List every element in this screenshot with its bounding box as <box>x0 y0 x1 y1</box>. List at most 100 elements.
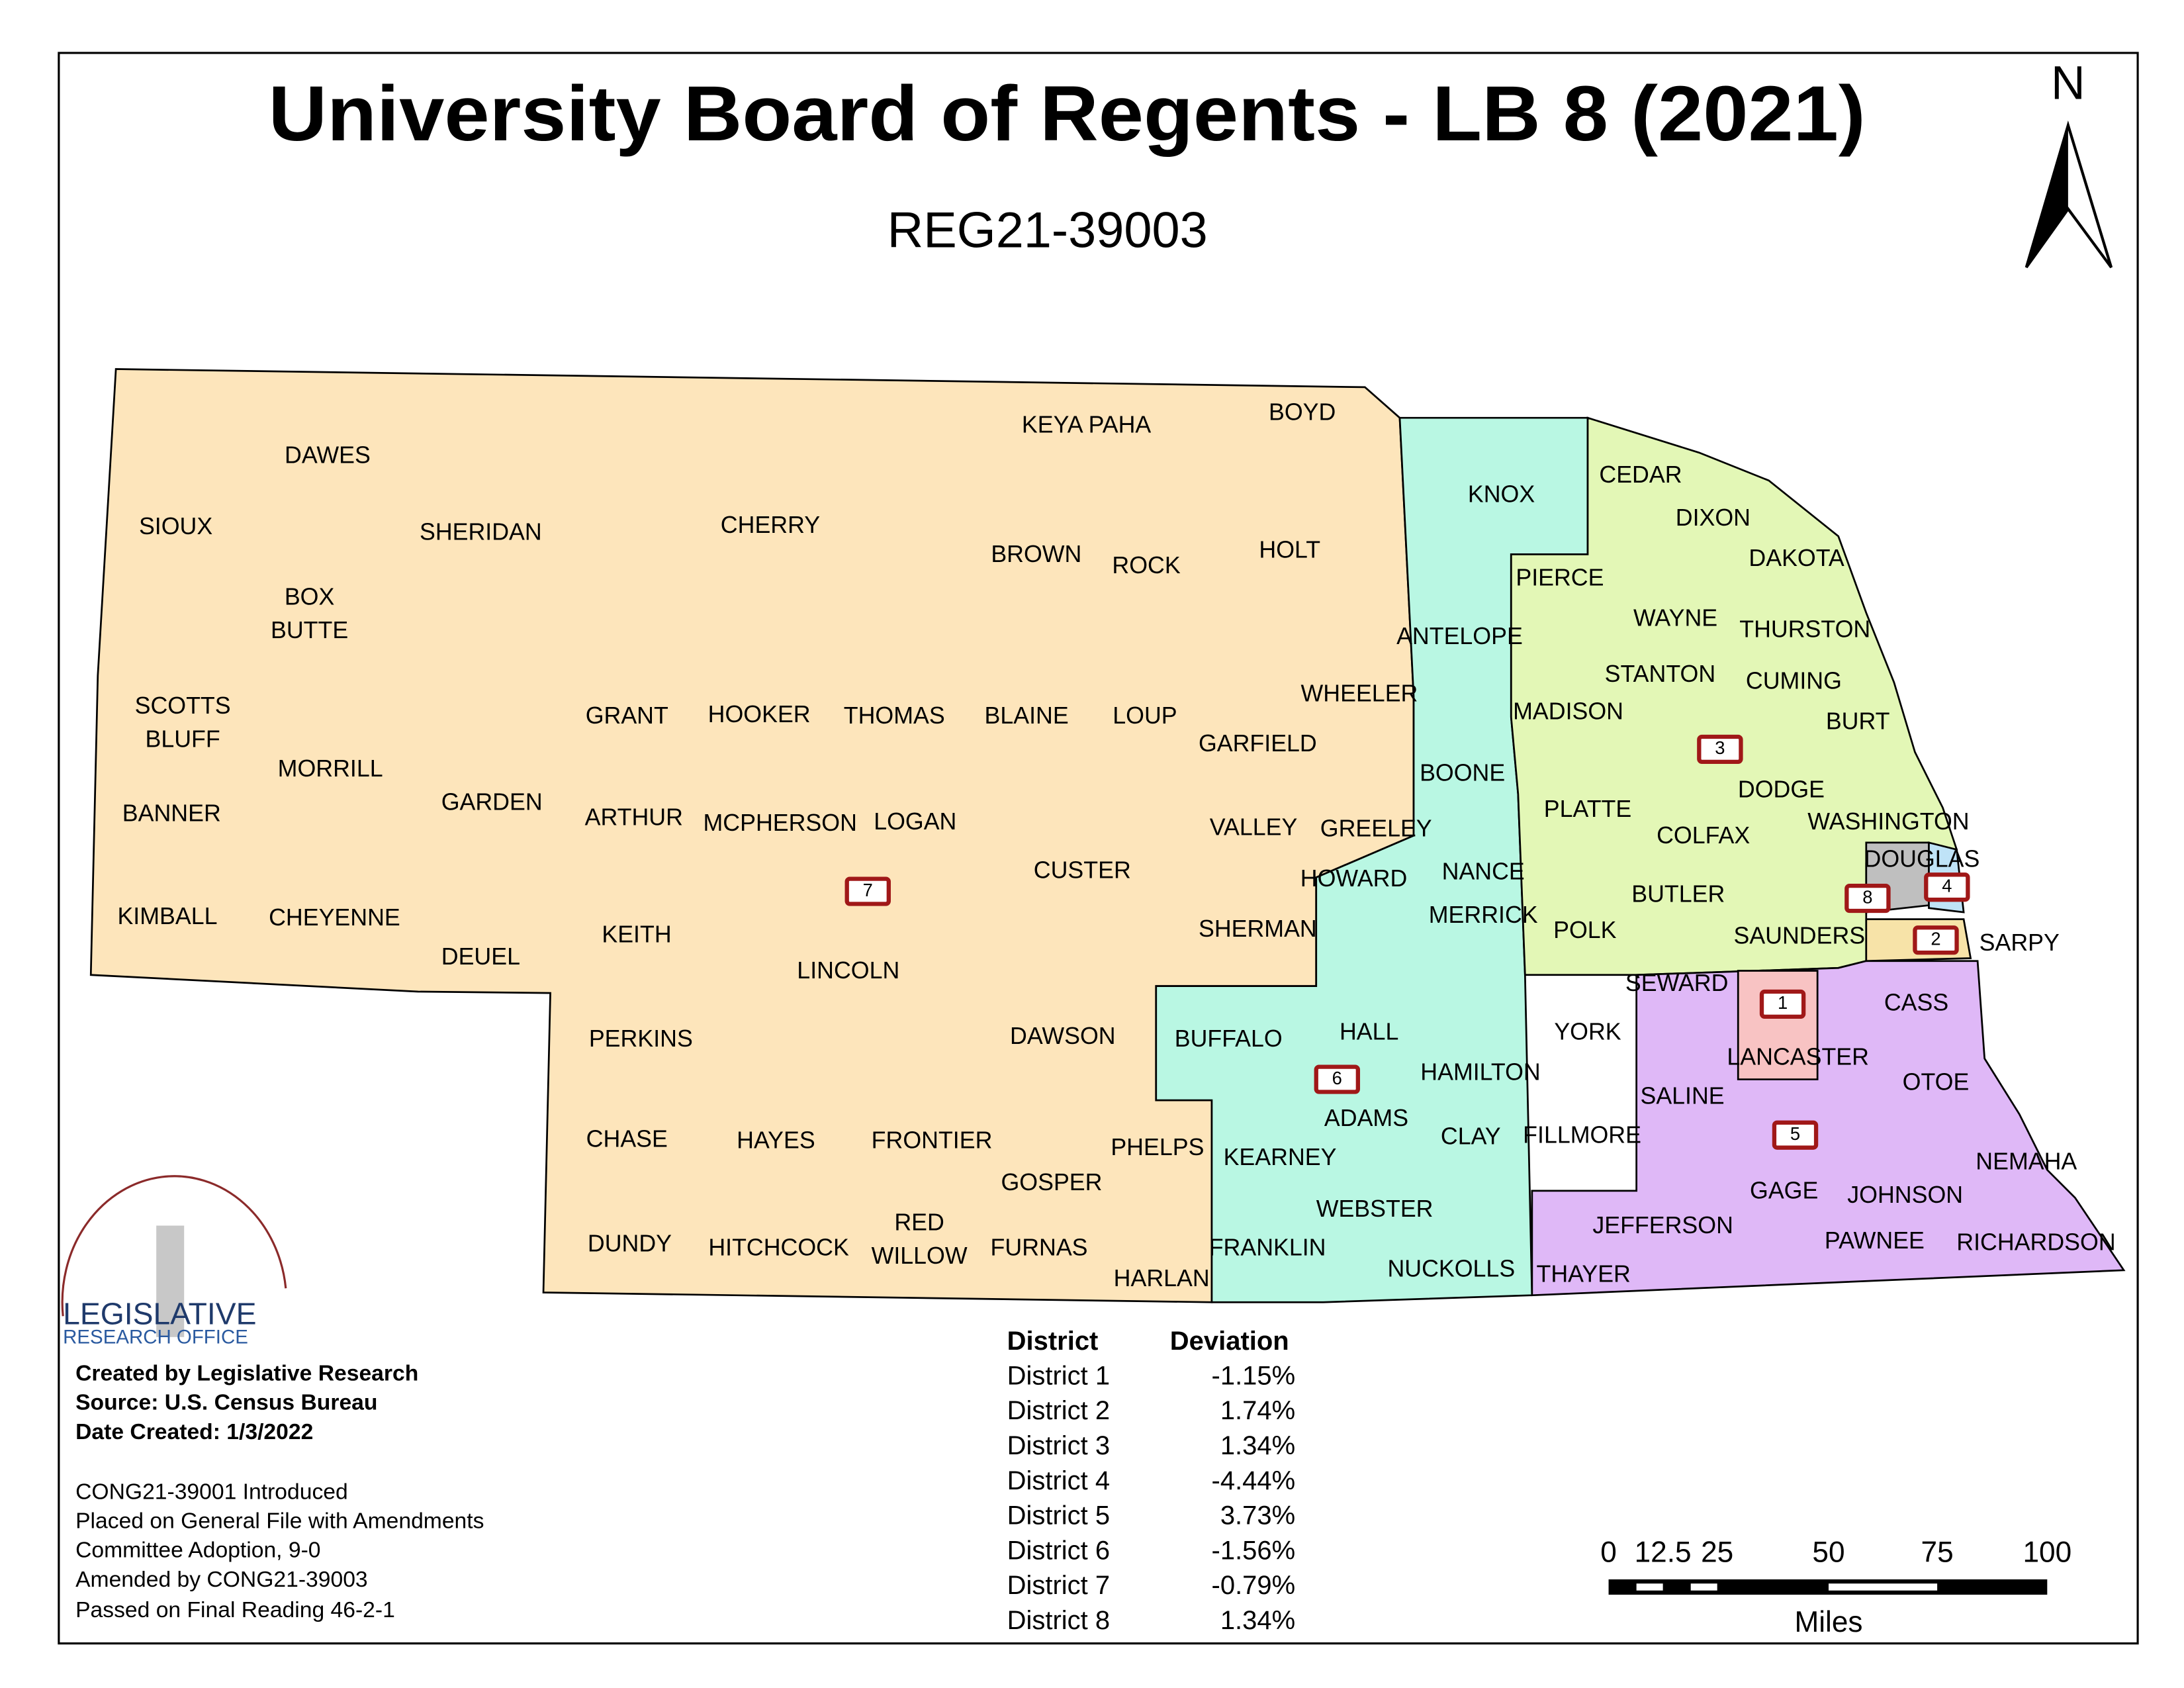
county-label: NUCKOLLS <box>1387 1255 1515 1282</box>
county-label: JEFFERSON <box>1592 1212 1733 1239</box>
county-label: CHASE <box>586 1126 668 1152</box>
county-label: KEYA PAHA <box>1022 411 1152 438</box>
credit-line: Created by Legislative Research <box>75 1361 418 1385</box>
table-cell: -1.15% <box>1212 1361 1296 1390</box>
county-label: SARPY <box>1979 929 2060 956</box>
scale-label: 25 <box>1701 1536 1733 1569</box>
district-marker <box>1913 925 1959 955</box>
county-label-line: RED <box>894 1209 944 1236</box>
county-label: DAWSON <box>1010 1023 1116 1049</box>
county-label: ANTELOPE <box>1396 623 1523 649</box>
table-cell: District 8 <box>1007 1606 1110 1635</box>
county-label: SIOUX <box>139 513 212 539</box>
county-label: GARFIELD <box>1199 730 1317 757</box>
county-label: GOSPER <box>1001 1169 1103 1196</box>
scale-bar-bg <box>1608 1579 2048 1595</box>
table-cell: 1.74% <box>1220 1396 1295 1425</box>
note-line: Passed on Final Reading 46-2-1 <box>75 1598 395 1622</box>
table-cell: District 1 <box>1007 1361 1110 1390</box>
county-label: DEUEL <box>441 943 520 970</box>
table-cell: District 7 <box>1007 1571 1110 1600</box>
county-label: KIMBALL <box>117 903 217 929</box>
county-label: RICHARDSON <box>1956 1229 2115 1255</box>
county-label: CUSTER <box>1034 857 1131 884</box>
county-label: GARDEN <box>441 788 543 815</box>
county-label: BUTLER <box>1631 880 1725 907</box>
county-label: ADAMS <box>1324 1105 1408 1131</box>
note-line: Committee Adoption, 9-0 <box>75 1538 320 1563</box>
county-label: VALLEY <box>1210 814 1298 840</box>
district-marker <box>1697 734 1743 765</box>
logo-arc <box>61 1175 287 1317</box>
deviation-table: District Deviation District 1 -1.15% Distr… <box>1007 1327 1296 1635</box>
county-label: HAYES <box>737 1127 815 1154</box>
county-label: CASS <box>1884 989 1948 1015</box>
county-label: BOONE <box>1420 759 1505 786</box>
district-marker <box>1314 1064 1361 1094</box>
district-marker <box>1772 1120 1819 1150</box>
scale-label: 0 <box>1600 1536 1617 1569</box>
county-label: CUMING <box>1746 667 1842 694</box>
county-label: RED WILLOW <box>872 1209 968 1269</box>
district-marker <box>1924 872 1970 902</box>
county-label: PIERCE <box>1516 565 1604 591</box>
logo-text: LEGISLATIVE <box>63 1296 256 1331</box>
scale-label: 75 <box>1921 1536 1954 1569</box>
county-label: PHELPS <box>1111 1134 1204 1160</box>
logo: LEGISLATIVE RESEARCH OFFICE <box>61 1175 287 1348</box>
table-cell: -4.44% <box>1212 1466 1296 1495</box>
table-header: Deviation <box>1170 1327 1289 1356</box>
scale-seg <box>1636 1583 1663 1591</box>
county-label: DAKOTA <box>1749 545 1844 571</box>
county-label: NANCE <box>1442 859 1525 885</box>
table-cell: -0.79% <box>1212 1571 1296 1600</box>
county-label: WHEELER <box>1301 680 1418 706</box>
table-cell: District 2 <box>1007 1396 1110 1425</box>
county-label: BUFFALO <box>1175 1025 1283 1052</box>
table-cell: 1.34% <box>1220 1431 1295 1460</box>
county-label: WASHINGTON <box>1807 808 1969 835</box>
county-label: THAYER <box>1537 1261 1631 1288</box>
county-label: LANCASTER <box>1727 1043 1869 1070</box>
county-label: HAMILTON <box>1420 1059 1540 1086</box>
table-cell: District 5 <box>1007 1501 1110 1530</box>
county-label-line: BUTTE <box>271 618 348 644</box>
county-label: KEITH <box>602 921 671 947</box>
county-label: SALINE <box>1640 1082 1724 1109</box>
county-label: ROCK <box>1112 552 1180 579</box>
notes: CONG21-39001 Introduced Placed on Genera… <box>75 1479 484 1622</box>
north-label: N <box>2051 56 2085 109</box>
scale-label: 12.5 <box>1635 1536 1692 1569</box>
table-cell: 3.73% <box>1220 1501 1295 1530</box>
county-label: BURT <box>1826 708 1890 734</box>
scale-seg <box>1690 1583 1717 1591</box>
county-label: BOX BUTTE <box>271 584 348 643</box>
county-label: FURNAS <box>991 1235 1088 1261</box>
district-marker-label: 8 <box>1862 886 1872 907</box>
scale-label: 50 <box>1812 1536 1844 1569</box>
county-label: BANNER <box>122 800 221 826</box>
logo-text: RESEARCH OFFICE <box>63 1327 248 1348</box>
scale-bar: 0 12.5 25 50 75 100 Miles <box>1600 1536 2071 1638</box>
credit-line: Source: U.S. Census Bureau <box>75 1391 377 1415</box>
county-label: CHEYENNE <box>269 904 400 931</box>
county-label: THURSTON <box>1739 616 1870 643</box>
county-label: BROWN <box>991 541 1081 567</box>
county-label: CLAY <box>1441 1123 1501 1149</box>
county-label: PLATTE <box>1544 796 1631 822</box>
county-label: COLFAX <box>1657 822 1750 849</box>
county-label: WEBSTER <box>1316 1196 1433 1222</box>
county-label: LOGAN <box>874 808 956 835</box>
district-marker <box>1759 989 1806 1019</box>
county-label-line: SCOTTS <box>135 692 231 719</box>
county-label: ARTHUR <box>585 804 683 831</box>
county-label: DOUGLAS <box>1864 846 1980 872</box>
table-cell: 1.34% <box>1220 1606 1295 1635</box>
county-label: HOOKER <box>708 701 811 727</box>
district-marker-label: 6 <box>1332 1068 1342 1088</box>
district-marker-label: 5 <box>1790 1123 1800 1144</box>
county-label: MADISON <box>1513 698 1623 725</box>
county-label: FRONTIER <box>872 1127 993 1154</box>
district-markers: 1 2 3 4 5 6 7 8 <box>844 734 1970 1150</box>
